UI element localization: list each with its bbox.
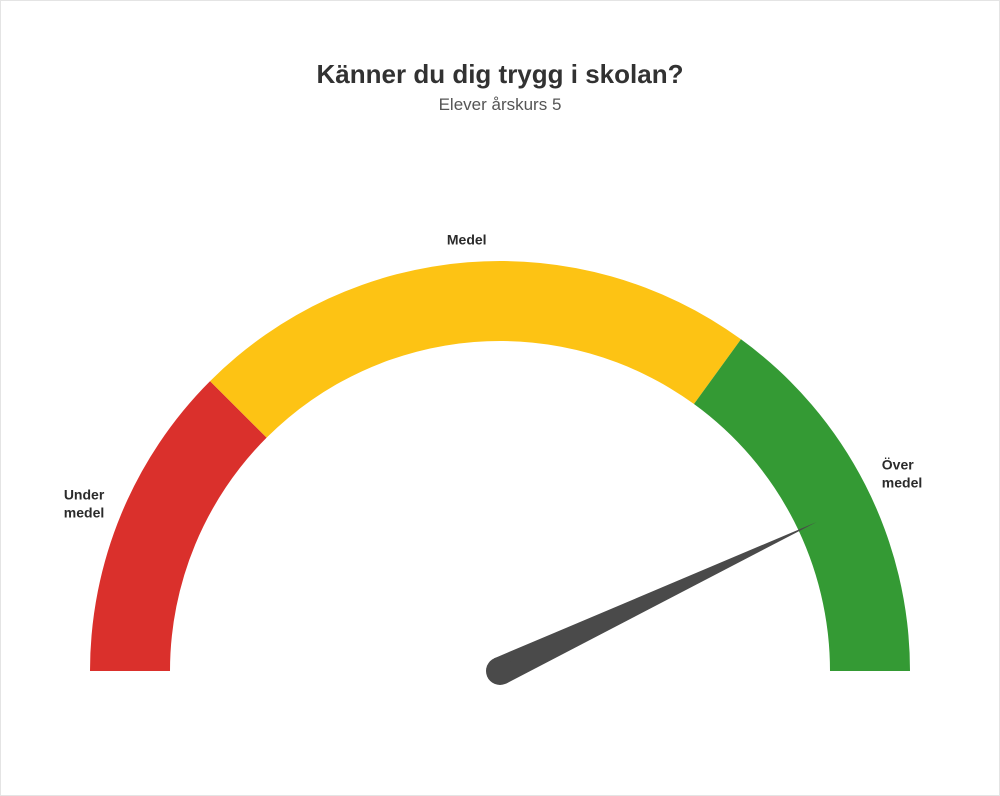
chart-title: Känner du dig trygg i skolan? [1, 59, 999, 90]
gauge-segment [90, 381, 267, 671]
gauge-segment-label: Undermedel [64, 487, 105, 521]
gauge-segment-label: Medel [447, 231, 487, 247]
gauge-segment-label: Övermedel [882, 457, 922, 491]
gauge-needle-hub [486, 657, 514, 685]
gauge-needle [494, 522, 817, 684]
gauge-segment [694, 339, 910, 671]
gauge-segment [210, 261, 741, 438]
gauge-chart: Undermedel Medel Övermedel [1, 151, 999, 731]
chart-subtitle: Elever årskurs 5 [1, 95, 999, 115]
chart-frame: Känner du dig trygg i skolan? Elever års… [0, 0, 1000, 796]
